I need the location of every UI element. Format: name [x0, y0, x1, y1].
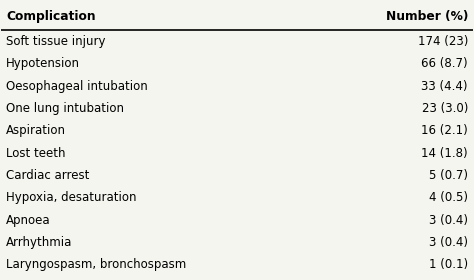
Text: 33 (4.4): 33 (4.4): [421, 80, 468, 93]
Text: 174 (23): 174 (23): [418, 35, 468, 48]
Text: Arrhythmia: Arrhythmia: [6, 236, 73, 249]
Text: 16 (2.1): 16 (2.1): [421, 124, 468, 137]
Text: Lost teeth: Lost teeth: [6, 147, 65, 160]
Text: Soft tissue injury: Soft tissue injury: [6, 35, 106, 48]
Text: Hypoxia, desaturation: Hypoxia, desaturation: [6, 191, 137, 204]
Text: 23 (3.0): 23 (3.0): [421, 102, 468, 115]
Text: Complication: Complication: [6, 10, 96, 23]
Text: Apnoea: Apnoea: [6, 214, 51, 227]
Text: Aspiration: Aspiration: [6, 124, 66, 137]
Text: 1 (0.1): 1 (0.1): [429, 258, 468, 271]
Text: 5 (0.7): 5 (0.7): [429, 169, 468, 182]
Text: One lung intubation: One lung intubation: [6, 102, 124, 115]
Text: 4 (0.5): 4 (0.5): [429, 191, 468, 204]
Text: 3 (0.4): 3 (0.4): [429, 214, 468, 227]
Text: Hypotension: Hypotension: [6, 57, 80, 71]
Text: Oesophageal intubation: Oesophageal intubation: [6, 80, 148, 93]
Text: 14 (1.8): 14 (1.8): [421, 147, 468, 160]
Text: 3 (0.4): 3 (0.4): [429, 236, 468, 249]
Text: Laryngospasm, bronchospasm: Laryngospasm, bronchospasm: [6, 258, 186, 271]
Text: 66 (8.7): 66 (8.7): [421, 57, 468, 71]
Text: Number (%): Number (%): [385, 10, 468, 23]
Text: Cardiac arrest: Cardiac arrest: [6, 169, 90, 182]
